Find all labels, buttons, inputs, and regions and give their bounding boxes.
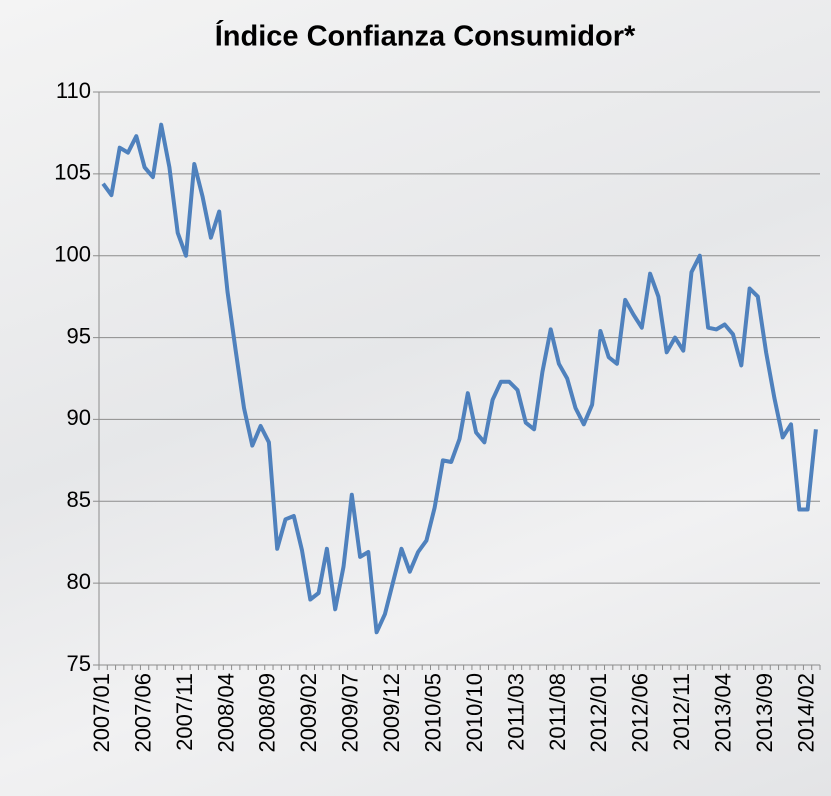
y-tick-label: 95	[67, 323, 91, 348]
y-tick-label: 85	[67, 487, 91, 512]
x-tick-label: 2009/07	[338, 673, 363, 753]
y-tick-label: 100	[54, 242, 91, 267]
x-tick-label: 2008/04	[213, 673, 238, 753]
x-tick-label: 2007/11	[172, 673, 197, 751]
x-tick-label: 2011/08	[545, 673, 570, 751]
y-tick-label: 105	[54, 160, 91, 185]
chart-title: Índice Confianza Consumidor*	[215, 19, 636, 53]
x-tick-label: 2007/06	[130, 673, 155, 753]
x-tick-label: 2012/06	[628, 673, 653, 753]
x-tick-label: 2010/05	[420, 673, 445, 753]
x-tick-label: 2013/04	[711, 673, 736, 753]
x-tick-label: 2012/11	[669, 673, 694, 751]
x-tick-label: 2014/02	[793, 673, 818, 753]
x-tick-label: 2011/03	[503, 673, 528, 751]
x-tick-label: 2012/01	[586, 673, 611, 753]
x-tick-label: 2013/09	[752, 673, 777, 753]
y-tick-label: 75	[67, 651, 91, 676]
y-tick-label: 90	[67, 405, 91, 430]
x-tick-label: 2009/12	[379, 673, 404, 753]
x-tick-label: 2008/09	[255, 673, 280, 753]
y-tick-label: 80	[67, 569, 91, 594]
x-tick-label: 2009/02	[296, 673, 321, 753]
x-tick-label: 2007/01	[89, 673, 114, 753]
data-line	[101, 122, 818, 635]
x-tick-label: 2010/10	[462, 673, 487, 753]
y-tick-label: 110	[56, 78, 91, 103]
